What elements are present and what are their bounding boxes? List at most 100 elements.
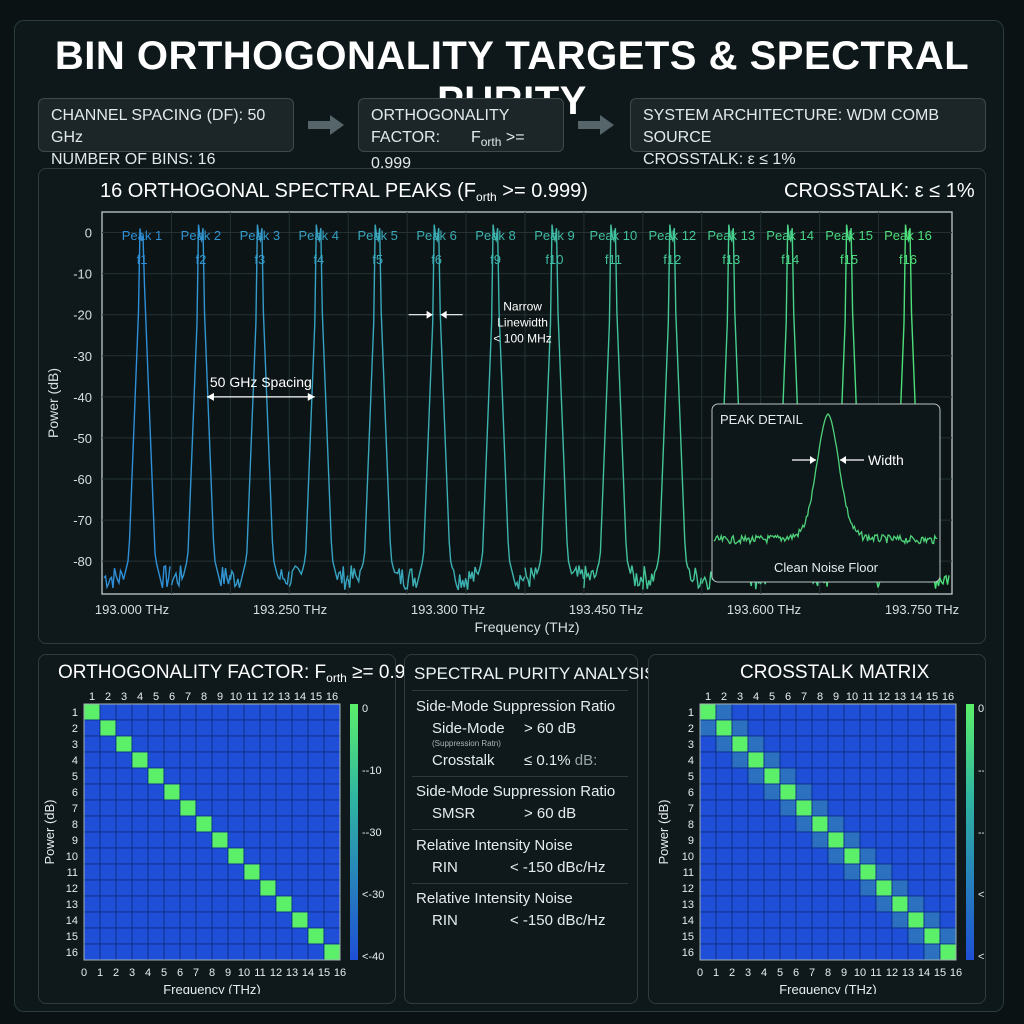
heatmap-cell [323,895,341,913]
heatmap-cell [179,783,197,801]
heatmap-cell [99,799,117,817]
heatmap-cell [939,895,957,913]
top-tick-label: 12 [262,691,274,703]
smsr-heading-2: Side-Mode Suppression Ratio [416,783,616,800]
orthogonality-panel-title: ORTHOGONALITY FACTOR: Forth ≥= 0.999 [58,662,426,685]
heatmap-cell [827,767,845,785]
heatmap-cell [731,831,749,849]
heatmap-cell [907,751,925,769]
heatmap-cell [859,799,877,817]
x-tick-label: 9 [225,967,231,979]
factor-value: >= 0.999 [371,129,525,172]
heatmap-cell [291,783,309,801]
heatmap-cell [859,735,877,753]
heatmap-cell [715,911,733,929]
orthogonality-heatmap: 1 2 3 4 5 6 7 8 9 10 11 12 13 14 15 1612345678910111213… [42,691,384,994]
heatmap-cell [163,719,181,737]
heatmap-cell [731,783,749,801]
colorbar-label: <-40 [978,951,984,963]
top-tick-label: 10 [846,691,858,703]
top-tick-label: 16 [326,691,338,703]
x-tick-label: 15 [934,967,946,979]
heatmap-cell [907,927,925,945]
x-tick-label: 193.250 THz [253,602,327,617]
heatmap-cell [923,927,941,945]
heatmap-cell [259,927,277,945]
heatmap-cell [83,847,101,865]
x-tick-label: 0 [697,967,703,979]
x-tick-label: 193.750 THz [885,602,959,617]
x-tick-label: 16 [334,967,346,979]
heatmap-cell [875,751,893,769]
heatmap-cell [779,799,797,817]
heatmap-cell [99,847,117,865]
heatmap-cell [275,879,293,897]
heatmap-cell [747,943,765,961]
heatmap-cell [859,847,877,865]
spectral-purity-title: SPECTRAL PURITY ANALYSIS [414,664,656,683]
heatmap-cell [259,895,277,913]
heatmap-cell [147,879,165,897]
top-tick-label: 8 [817,691,823,703]
heatmap-cell [211,799,229,817]
heatmap-cell [747,815,765,833]
heatmap-cell [275,799,293,817]
y-tick-label: -70 [73,513,92,528]
heatmap-cell [891,719,909,737]
peak-frequency-label: f15 [840,252,858,267]
heatmap-cell [291,863,309,881]
heatmap-cell [939,911,957,929]
heatmap-cell [907,847,925,865]
heatmap-cell [227,735,245,753]
heatmap-cell [923,815,941,833]
heatmap-cell [227,831,245,849]
heatmap-cell [307,831,325,849]
heatmap-cell [291,751,309,769]
y-tick-label: -60 [73,472,92,487]
heatmap-cell [179,703,197,721]
heatmap-cell [259,767,277,785]
heatmap-cell [131,879,149,897]
heatmap-cell [227,703,245,721]
heatmap-cell [891,783,909,801]
heatmap-cell [83,751,101,769]
heatmap-cell [875,863,893,881]
y-tick-label: 15 [66,931,78,943]
inset-title: PEAK DETAIL [720,412,803,427]
heatmap-cell [843,751,861,769]
heatmap-cell [227,879,245,897]
heatmap-cell [939,863,957,881]
heatmap-cell [763,751,781,769]
heatmap-cell [827,879,845,897]
y-tick-label: 4 [688,755,694,767]
top-tick-label: 3 [737,691,743,703]
heatmap-cell [243,847,261,865]
top-tick-label: 16 [942,691,954,703]
heatmap-cell [779,847,797,865]
colorbar-label: --10 [978,765,984,777]
top-tick-label: 1 [705,691,711,703]
top-tick-label: 2 [105,691,111,703]
heatmap-cell [859,703,877,721]
heatmap-cell [843,895,861,913]
peak-frequency-label: f10 [545,252,563,267]
y-axis-label: Power (dB) [42,799,57,864]
heatmap-cell [99,703,117,721]
heatmap-cell [875,879,893,897]
peak-frequency-label: f14 [781,252,799,267]
heatmap-cell [259,815,277,833]
heatmap-cell [699,767,717,785]
spectrum-title-sub: orth [476,190,497,204]
heatmap-cell [259,751,277,769]
heatmap-cell [147,735,165,753]
heatmap-cell [99,863,117,881]
rin-heading: Relative Intensity Noise [416,837,573,854]
heatmap-cell [779,863,797,881]
heatmap-cell [179,735,197,753]
y-tick-label: 14 [682,915,694,927]
y-tick-label: 7 [688,803,694,815]
ortho-title-pre: ORTHOGONALITY FACTOR: F [58,662,327,683]
heatmap-cell [323,751,341,769]
heatmap-cell [131,863,149,881]
inset-peak-trace [713,413,938,546]
